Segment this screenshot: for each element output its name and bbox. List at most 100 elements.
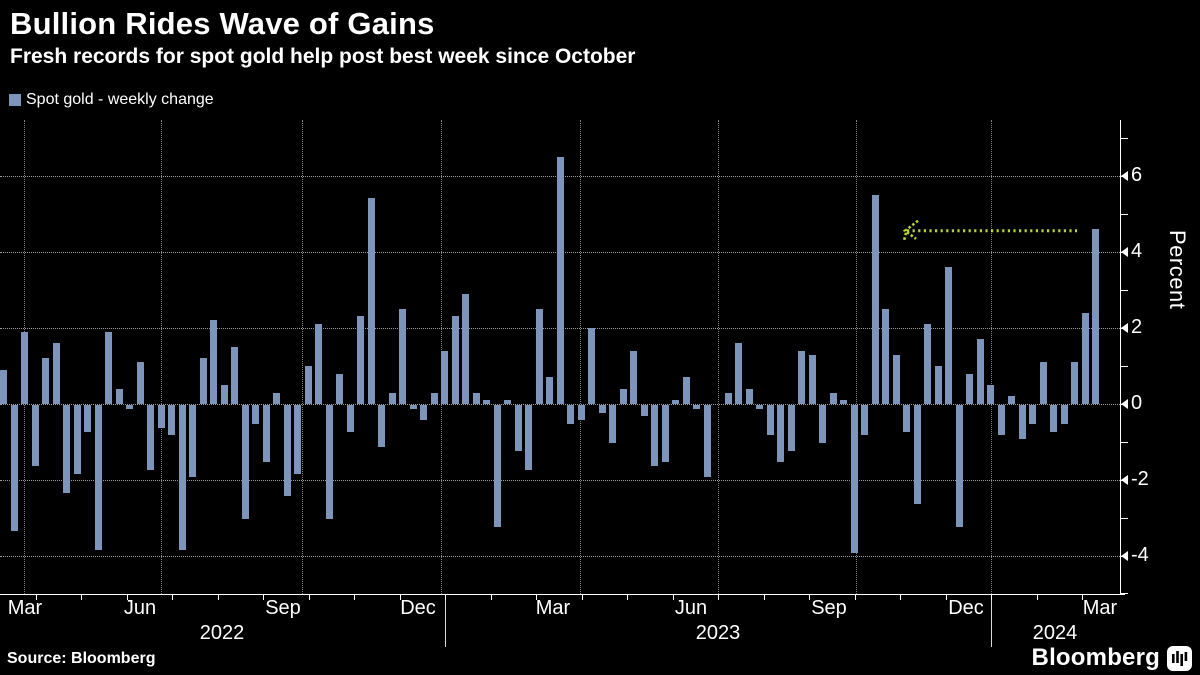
bar [1081,312,1089,404]
bar [378,405,385,447]
bar [556,156,564,404]
bar [441,350,448,404]
bar [903,405,910,432]
h-gridline [0,556,1120,558]
bar [672,400,679,404]
year-separator [991,600,992,647]
x-month-label: Sep [265,597,301,619]
bar [577,405,585,421]
bar [262,405,270,463]
y-minor-tick [1120,442,1128,444]
bar [189,405,196,478]
bar [987,384,994,404]
bar [178,405,186,550]
x-month-label: Dec [948,597,984,619]
bar [357,316,364,404]
bar [346,405,354,432]
x-minor-tick [490,594,492,600]
x-month-label: Mar [535,597,571,619]
y-minor-tick [1120,365,1128,367]
bar [273,392,280,404]
bar [1050,405,1057,432]
x-minor-tick [581,594,583,600]
x-minor-tick [945,594,947,600]
x-minor-tick [900,594,901,600]
bar [535,308,543,404]
legend: Spot gold - weekly change [9,91,214,109]
bar [567,405,574,425]
bar [546,377,553,404]
x-minor-tick [854,594,856,600]
x-year-label: 2022 [199,622,245,644]
y-tick-arrow-icon [1121,399,1128,409]
bar [525,405,532,470]
bar [1008,396,1015,404]
bar [84,405,91,432]
bar [588,327,595,404]
bar [661,405,669,463]
y-tick-label: -2 [1131,468,1149,491]
bar [924,324,931,404]
bar [598,405,606,413]
y-tick-arrow-icon [1121,322,1128,333]
bloomberg-logo: Bloomberg [1032,644,1192,672]
x-minor-tick [763,594,765,600]
chart-subtitle: Fresh records for spot gold help post be… [10,45,636,68]
bar [619,388,627,404]
bar [882,308,889,404]
bar [850,405,858,554]
y-minor-tick [1120,137,1128,139]
bar [913,405,921,504]
x-year-label: 2023 [695,622,741,644]
v-gridline [856,120,857,594]
bar [892,354,900,404]
bar [325,405,333,520]
bar [630,350,637,404]
bar [703,405,711,478]
bar [409,405,417,409]
bloomberg-logo-text: Bloomberg [1031,644,1160,671]
bar [199,358,207,404]
y-tick-label: -4 [1131,544,1149,567]
source-text: Source: Bloomberg [7,650,156,667]
bar [294,405,301,474]
v-gridline [302,120,303,594]
x-minor-tick [354,594,355,600]
bar [609,405,616,444]
bar [1018,405,1026,440]
y-tick-label: 4 [1131,239,1143,262]
x-minor-tick [308,594,310,600]
bar [10,405,18,531]
bar [808,354,816,404]
v-gridline [718,120,719,594]
bar [105,331,112,404]
bar [777,405,784,463]
bar [1039,362,1047,404]
x-minor-tick [1082,594,1083,600]
bar [819,405,826,444]
x-minor-tick [81,594,82,600]
x-minor-tick [627,594,628,600]
bloomberg-mark-icon [1167,645,1192,671]
y-minor-tick [1120,593,1128,594]
y-tick-arrow-icon [1121,246,1128,257]
bar [52,343,60,404]
bar [945,266,952,404]
bar [640,405,648,417]
bar [21,331,28,404]
bar [0,369,7,404]
bar [871,194,879,404]
bar [157,405,165,428]
bar [829,392,837,404]
bar [336,373,343,404]
y-minor-tick [1120,289,1128,291]
x-month-label: Jun [674,597,708,619]
v-gridline [991,120,992,594]
x-minor-tick [35,594,37,600]
bar [483,400,490,404]
bar [966,373,973,404]
bar [462,293,469,404]
bar [798,350,805,404]
bar [934,365,942,404]
